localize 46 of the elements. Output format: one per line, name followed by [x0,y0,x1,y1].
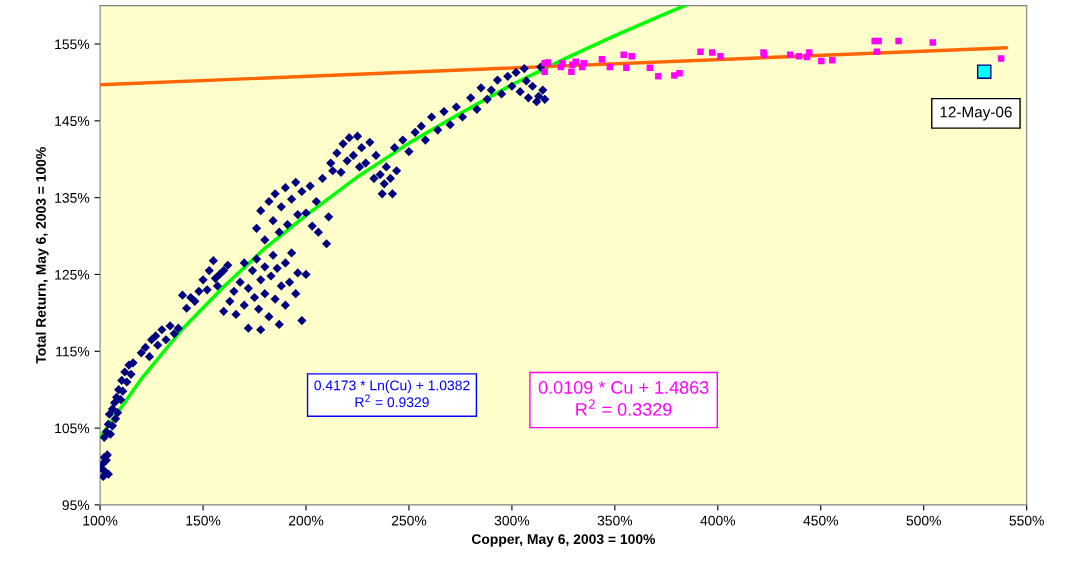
point [795,53,803,60]
y-tick-label: 115% [56,346,90,357]
x-axis-title: Copper, May 6, 2003 = 100% [471,534,656,547]
x-tick-label: 150% [186,515,221,526]
point [829,56,836,64]
annotation: 0.0109 * Cu + 1.4863 R$^{2}$ = 0.3329 [538,381,709,416]
point [818,57,825,65]
x-tick-label: 500% [906,515,941,526]
x-tick-label: 550% [1009,515,1044,526]
point [976,64,992,79]
point [875,37,882,45]
point [787,51,794,59]
y-tick-label: 155% [55,39,90,50]
point [676,69,683,77]
x-tick-label: 300% [494,515,530,526]
point [628,53,635,60]
y-tick-label: 125% [55,269,90,280]
point [697,48,704,55]
y-axis-title: Total Return, May 6, 2003 = 100% [35,147,49,364]
point [708,49,716,56]
point [997,55,1005,62]
point [541,68,548,75]
point [873,48,881,55]
point [929,39,937,46]
point [559,59,566,67]
x-tick-label: 100% [83,515,118,526]
point [623,64,630,72]
point [598,56,606,63]
y-tick-label: 145% [55,116,90,126]
point [655,73,662,80]
point [717,53,724,60]
y-tick-label: 95% [62,500,90,511]
point [544,59,552,66]
x-tick-label: 250% [391,515,427,526]
point [620,51,627,59]
point [568,68,575,75]
x-tick-label: 350% [597,515,633,526]
point [805,49,813,56]
y-tick-label: 105% [55,423,90,434]
x-tick-label: 200% [288,515,324,526]
y-tick-label: 135% [55,192,90,203]
point [895,37,902,45]
x-tick-label: 450% [803,515,839,526]
annotation: 12-May-06 [940,106,1012,121]
x-tick-label: 400% [700,515,736,526]
annotation: 0.4173 * Ln(Cu) + 1.0382 R$^{2}$ = 0.9329 [314,380,470,408]
